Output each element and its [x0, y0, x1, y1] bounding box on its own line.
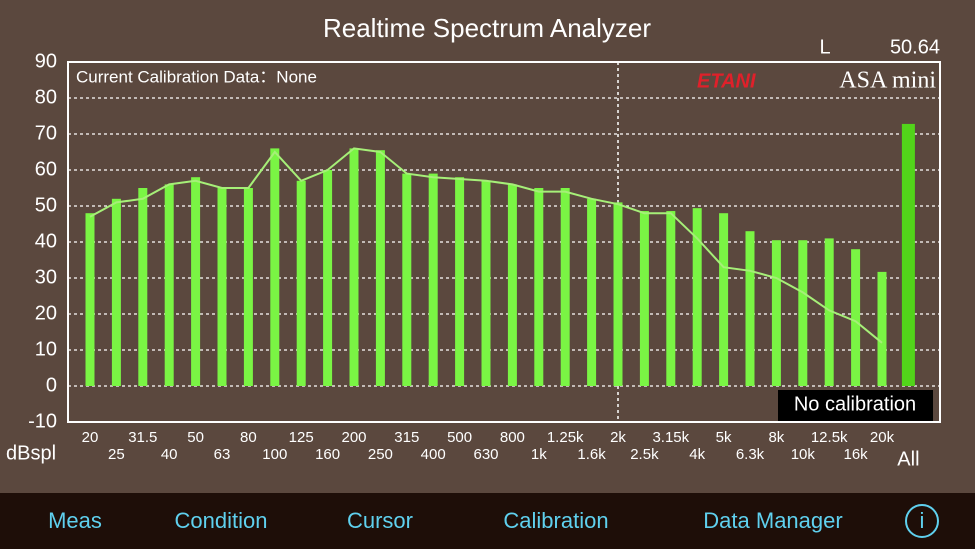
x-tick-label: 100 [262, 446, 287, 463]
product: ASA mini [839, 68, 936, 94]
x-tick-label: 800 [500, 429, 525, 446]
x-tick-label: 630 [473, 446, 498, 463]
bar [692, 208, 702, 386]
y-tick-label: -10 [28, 410, 57, 432]
bar [877, 271, 887, 386]
line [89, 147, 883, 344]
x-tick-label: 63 [214, 446, 231, 463]
y-tick-label: 40 [35, 230, 57, 252]
y-tick-label: 50 [35, 194, 57, 216]
bar [639, 211, 649, 386]
x-tick-label: 500 [447, 429, 472, 446]
bar [164, 184, 174, 386]
y-tick-label: 20 [35, 302, 57, 324]
toolbar-button[interactable]: Condition [175, 508, 268, 533]
y-tick-label: 60 [35, 158, 57, 180]
x-tick-label: 16k [844, 446, 869, 463]
bar [191, 177, 201, 386]
x-tick-label: 25 [108, 446, 125, 463]
x-tick-label: 80 [240, 429, 257, 446]
info-icon[interactable]: i [920, 508, 925, 533]
x-tick-label: 10k [791, 446, 816, 463]
x-tick-label: 2k [610, 429, 626, 446]
bar [85, 213, 95, 386]
x-tick-label: 6.3k [736, 446, 765, 463]
bar [613, 202, 623, 386]
bar [560, 188, 570, 386]
calibration-data: Current Calibration Data：None [76, 67, 317, 86]
bar [349, 148, 359, 386]
bar [323, 170, 333, 386]
x-tick-label: 400 [421, 446, 446, 463]
x-tick-label: 1.25k [547, 429, 584, 446]
bar [243, 188, 253, 386]
x-tick-label: 5k [716, 429, 732, 446]
toolbar-button[interactable]: Data Manager [703, 508, 842, 533]
x-tick-label: 8k [768, 429, 784, 446]
x-tick-label: 250 [368, 446, 393, 463]
x-tick-label: 40 [161, 446, 178, 463]
bar [455, 177, 465, 386]
bar [745, 231, 755, 386]
x-tick-label: 20 [82, 429, 99, 446]
x-tick-label: 31.5 [128, 429, 157, 446]
bar [296, 180, 306, 386]
bar [402, 173, 412, 386]
bar [534, 188, 544, 386]
x-tick-label: 160 [315, 446, 340, 463]
x-tick-label: 4k [689, 446, 705, 463]
bar [138, 188, 148, 386]
status-box [778, 390, 933, 421]
y-tick-label: 80 [35, 86, 57, 108]
toolbar-button[interactable]: Cursor [347, 508, 413, 533]
bar [270, 148, 280, 386]
bar [507, 184, 517, 386]
brand: ETANI [697, 70, 756, 92]
bar [824, 238, 834, 386]
x-tick-label: 3.15k [652, 429, 689, 446]
bar [587, 198, 597, 386]
plot: -100102030405060708090202531.54050638010… [28, 50, 940, 470]
x-tick-label: All [897, 448, 919, 470]
x-tick-label: 315 [394, 429, 419, 446]
bar [851, 249, 861, 386]
toolbar-button[interactable]: Calibration [503, 508, 608, 533]
y-axis-label: dBspl [6, 442, 56, 464]
y-tick-label: 0 [46, 374, 57, 396]
bar [375, 150, 385, 386]
x-tick-label: 1k [531, 446, 547, 463]
bar [481, 180, 491, 386]
title: Realtime Spectrum Analyzer [323, 13, 651, 43]
bar [666, 211, 676, 386]
y-tick-label: 90 [35, 50, 57, 72]
x-tick-label: 50 [187, 429, 204, 446]
y-tick-label: 70 [35, 122, 57, 144]
x-tick-label: 200 [341, 429, 366, 446]
bar [771, 240, 781, 386]
x-tick-label: 12.5k [811, 429, 848, 446]
bar [428, 173, 438, 386]
y-tick-label: 30 [35, 266, 57, 288]
level: 50.64 [890, 36, 940, 58]
toolbar-items: Meas Condition Cursor Calibration Data Manag… [48, 508, 843, 533]
info-button[interactable] [905, 504, 939, 538]
channel: L [819, 36, 830, 58]
x-tick-label: 2.5k [630, 446, 659, 463]
x-tick-label: 1.6k [577, 446, 606, 463]
toolbar [0, 493, 975, 549]
bar [111, 198, 121, 386]
y-tick-label: 10 [35, 338, 57, 360]
x-tick-label: 20k [870, 429, 895, 446]
bar [217, 188, 227, 386]
bar [901, 123, 915, 387]
calibration-status: No calibration [794, 393, 916, 415]
bar [798, 240, 808, 386]
x-tick-label: 125 [289, 429, 314, 446]
bar [719, 213, 729, 386]
toolbar-button[interactable]: Meas [48, 508, 102, 533]
